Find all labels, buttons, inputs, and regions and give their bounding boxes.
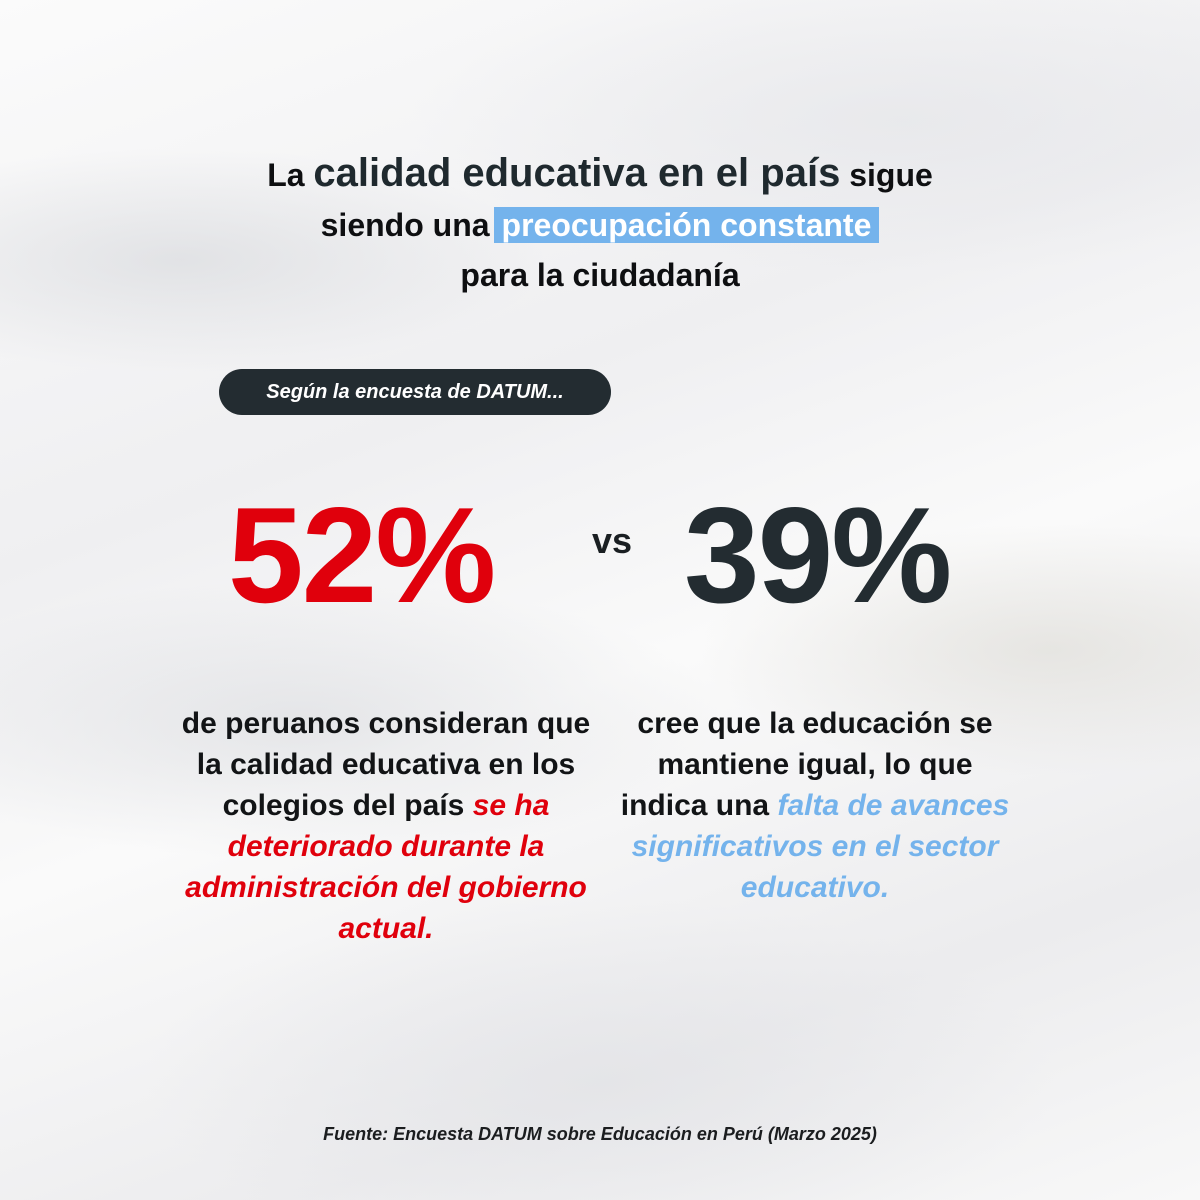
headline-part-4: siendo una: [320, 207, 490, 243]
source-note: Fuente: Encuesta DATUM sobre Educación e…: [323, 1124, 877, 1144]
stat-right-text: cree que la educación se mantiene igual,…: [620, 707, 993, 822]
stat-right-description: cree que la educación se mantiene igual,…: [620, 703, 1010, 908]
stat-left-description: de peruanos consideran que la calidad ed…: [176, 703, 596, 949]
stat-right-value: 39%: [684, 479, 952, 631]
headline: La calidad educativa en el país sigue si…: [100, 148, 1100, 300]
headline-part-3: sigue: [849, 157, 933, 193]
stat-left-text: de peruanos consideran que la calidad ed…: [181, 707, 591, 822]
stat-right-period: .: [880, 871, 890, 904]
headline-highlight: preocupación constante: [493, 207, 880, 243]
versus-label: vs: [592, 520, 633, 561]
stat-left-value: 52%: [228, 479, 496, 631]
stat-right-emphasis: falta de avances significativos en el se…: [631, 789, 1010, 904]
headline-part-5: para la ciudadanía: [460, 257, 740, 293]
stat-left-emphasis: se ha deteriorado durante la administrac…: [185, 789, 587, 945]
survey-intro-text: Según la encuesta de DATUM...: [266, 380, 564, 403]
headline-emphasis: calidad educativa en el país: [313, 151, 841, 195]
survey-intro-pill: Según la encuesta de DATUM...: [219, 369, 611, 415]
headline-part-1: La: [267, 157, 305, 193]
